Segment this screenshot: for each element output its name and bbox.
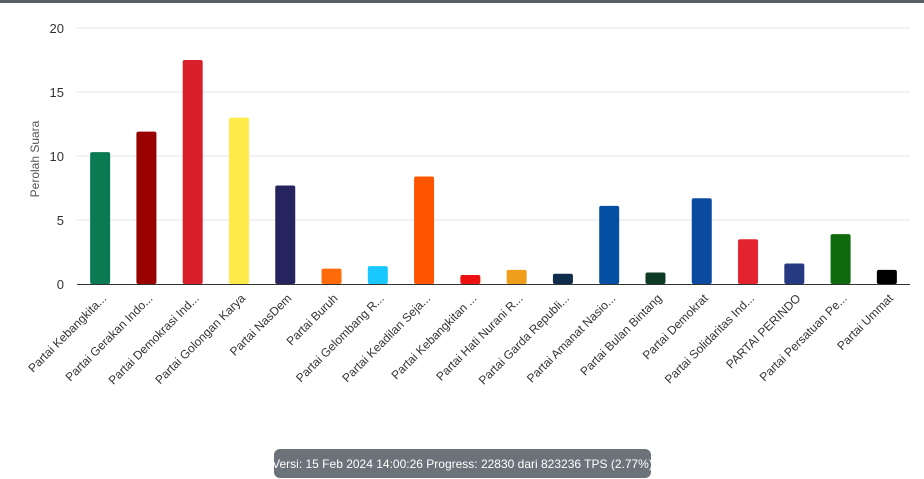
x-category-label: Partai Kebangkita...: [25, 291, 109, 375]
bar[interactable]: [691, 198, 712, 284]
x-axis-labels: Partai Kebangkita...Partai Gerakan Indo.…: [25, 291, 896, 388]
bar[interactable]: [460, 275, 481, 284]
version-progress-text: Versi: 15 Feb 2024 14:00:26 Progress: 22…: [272, 456, 653, 471]
y-tick-label: 15: [50, 85, 64, 100]
x-category-label: Partai Demokrasi Ind...: [106, 291, 202, 387]
y-tick-label: 20: [50, 21, 64, 36]
y-axis-ticks: 0 5 10 15 20: [50, 21, 64, 292]
bar[interactable]: [830, 234, 851, 284]
top-border: [0, 0, 924, 3]
bar[interactable]: [738, 239, 759, 284]
bar[interactable]: [784, 263, 805, 284]
bar[interactable]: [367, 266, 388, 284]
y-axis-title: Perolah Suara: [28, 120, 42, 197]
x-category-label: Partai Gerakan Indo...: [63, 291, 156, 384]
x-category-label: Partai Gelombang R...: [293, 291, 387, 385]
x-category-label: Partai Kebangkitan ...: [388, 291, 479, 382]
x-category-label: Partai Bulan Bintang: [577, 291, 664, 378]
y-tick-label: 5: [57, 213, 64, 228]
bar[interactable]: [90, 152, 111, 284]
bars: [90, 60, 897, 284]
x-category-label: Partai Golongan Karya: [152, 291, 248, 387]
bar[interactable]: [275, 185, 296, 284]
version-progress-badge: Versi: 15 Feb 2024 14:00:26 Progress: 22…: [272, 449, 653, 478]
x-category-label: Partai Garda Republi...: [476, 291, 572, 387]
y-tick-label: 0: [57, 277, 64, 292]
x-category-label: Partai Solidaritas Ind...: [662, 291, 757, 386]
x-category-label: Partai Keadilan Seja...: [339, 291, 433, 385]
bar[interactable]: [321, 268, 342, 284]
x-category-label: Partai Amanat Nasio...: [524, 291, 618, 385]
bar[interactable]: [182, 60, 203, 284]
bar[interactable]: [599, 205, 620, 284]
bar[interactable]: [552, 273, 573, 284]
x-category-label: Partai Hati Nurani R...: [433, 291, 525, 383]
bar[interactable]: [506, 269, 527, 284]
bar[interactable]: [136, 131, 157, 284]
bar-chart: 0 5 10 15 20 Partai Kebangkita...Partai Gera…: [25, 21, 910, 388]
bar[interactable]: [228, 117, 249, 284]
bar[interactable]: [645, 272, 666, 284]
x-category-label: Partai Persatuan Pe...: [757, 291, 850, 384]
grid-lines: [77, 27, 910, 221]
y-tick-label: 10: [50, 149, 64, 164]
bar[interactable]: [876, 269, 897, 284]
bar[interactable]: [414, 176, 435, 284]
